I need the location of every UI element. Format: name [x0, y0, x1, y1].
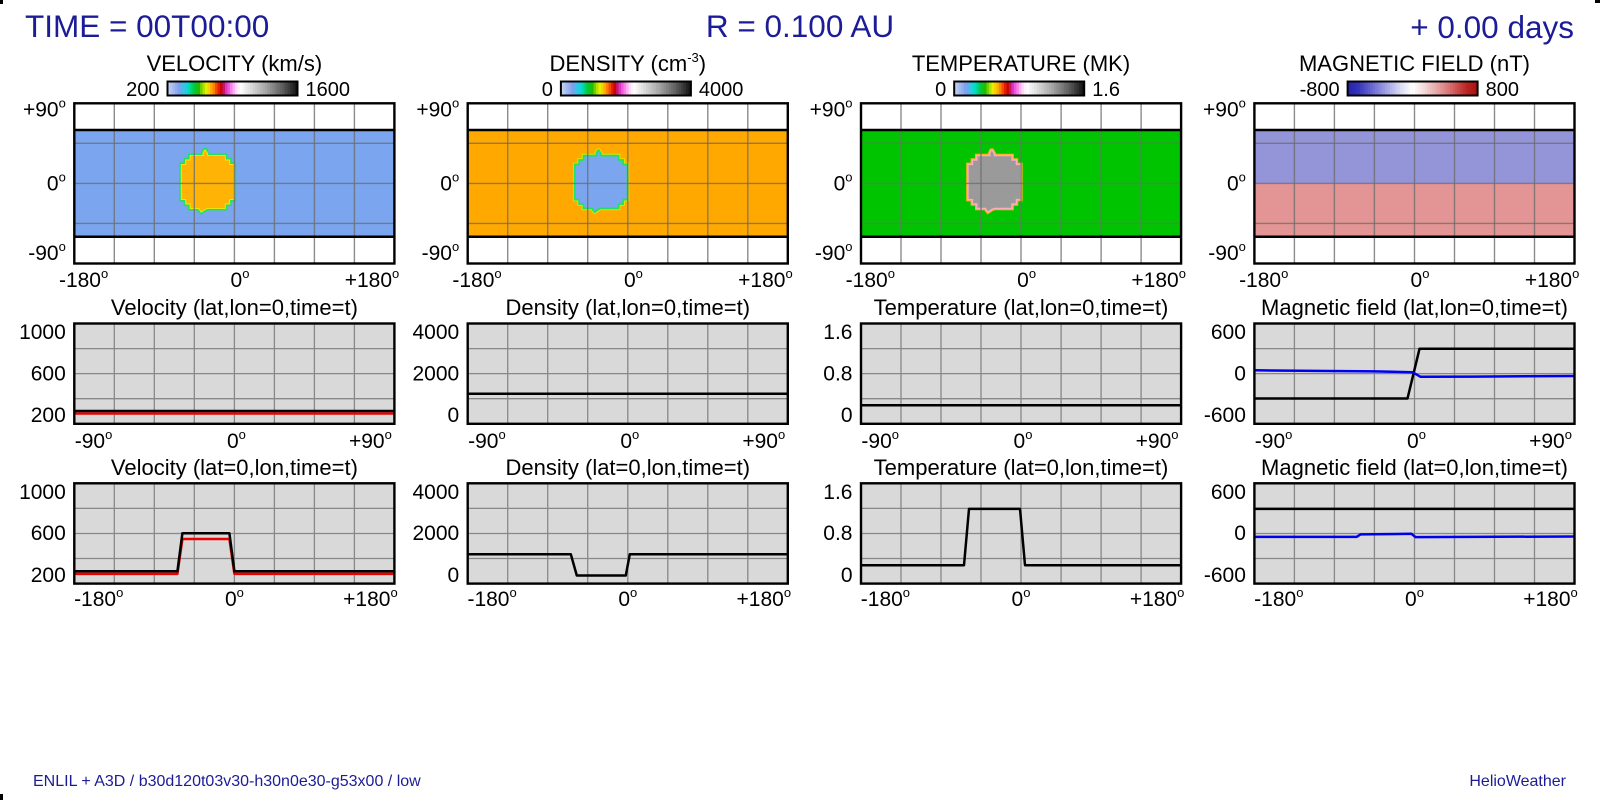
- svg-text:+180o: +180o: [1131, 266, 1186, 292]
- svg-text:+180o: +180o: [1525, 266, 1580, 292]
- svg-text:TEMPERATURE (MK): TEMPERATURE (MK): [912, 51, 1130, 76]
- svg-text:-600: -600: [1204, 564, 1246, 587]
- svg-text:0: 0: [935, 79, 946, 101]
- svg-text:4000: 4000: [412, 321, 459, 344]
- svg-text:0o: 0o: [1411, 266, 1430, 292]
- svg-text:4000: 4000: [412, 481, 459, 504]
- svg-text:-90o: -90o: [75, 427, 113, 453]
- svg-text:-800: -800: [1300, 79, 1340, 101]
- svg-text:4000: 4000: [699, 79, 744, 101]
- svg-text:0o: 0o: [624, 266, 643, 292]
- svg-text:0o: 0o: [1405, 585, 1424, 611]
- svg-text:800: 800: [1486, 79, 1519, 101]
- svg-text:0o: 0o: [47, 170, 66, 196]
- svg-text:0: 0: [1234, 362, 1246, 385]
- svg-text:ENLIL + A3D / b30d120t03v30-h3: ENLIL + A3D / b30d120t03v30-h30n0e30-g53…: [33, 773, 421, 790]
- svg-text:-90o: -90o: [861, 427, 899, 453]
- svg-text:+180o: +180o: [1130, 585, 1185, 611]
- svg-text:1000: 1000: [19, 321, 66, 344]
- svg-text:+180o: +180o: [737, 585, 792, 611]
- svg-text:+ 0.00 days: + 0.00 days: [1410, 9, 1574, 45]
- svg-text:Density (lat=0,lon,time=t): Density (lat=0,lon,time=t): [506, 455, 751, 480]
- svg-text:+90o: +90o: [1529, 427, 1572, 453]
- svg-text:600: 600: [1211, 481, 1246, 504]
- svg-text:0o: 0o: [1014, 427, 1033, 453]
- svg-text:+90o: +90o: [1203, 96, 1246, 122]
- svg-text:+90o: +90o: [742, 427, 785, 453]
- svg-text:1600: 1600: [306, 79, 351, 101]
- svg-text:1.6: 1.6: [1092, 79, 1120, 101]
- svg-text:0: 0: [841, 564, 853, 587]
- svg-text:Density (lat,lon=0,time=t): Density (lat,lon=0,time=t): [506, 295, 751, 320]
- svg-text:-90o: -90o: [422, 239, 460, 265]
- svg-text:0o: 0o: [618, 585, 637, 611]
- svg-text:Temperature (lat,lon=0,time=t): Temperature (lat,lon=0,time=t): [874, 295, 1169, 320]
- svg-text:+90o: +90o: [1136, 427, 1179, 453]
- svg-text:600: 600: [31, 362, 66, 385]
- svg-text:Velocity (lat,lon=0,time=t): Velocity (lat,lon=0,time=t): [111, 295, 358, 320]
- svg-text:+90o: +90o: [416, 96, 459, 122]
- svg-text:-180o: -180o: [1254, 585, 1303, 611]
- svg-text:-90o: -90o: [28, 239, 66, 265]
- svg-text:2000: 2000: [412, 522, 459, 545]
- svg-text:0: 0: [841, 404, 853, 427]
- svg-text:Magnetic field (lat,lon=0,time: Magnetic field (lat,lon=0,time=t): [1261, 295, 1568, 320]
- svg-text:+180o: +180o: [345, 266, 400, 292]
- svg-text:-180o: -180o: [59, 266, 108, 292]
- svg-text:R = 0.100 AU: R = 0.100 AU: [706, 8, 894, 44]
- svg-text:0o: 0o: [834, 170, 853, 196]
- svg-text:2000: 2000: [412, 362, 459, 385]
- svg-text:1000: 1000: [19, 481, 66, 504]
- svg-text:200: 200: [126, 79, 159, 101]
- svg-text:MAGNETIC FIELD (nT): MAGNETIC FIELD (nT): [1299, 51, 1530, 76]
- svg-text:+90o: +90o: [810, 96, 853, 122]
- svg-text:-180o: -180o: [467, 585, 516, 611]
- svg-text:DENSITY (cm-3): DENSITY (cm-3): [549, 50, 706, 76]
- svg-text:0.8: 0.8: [823, 522, 852, 545]
- svg-text:200: 200: [31, 404, 66, 427]
- svg-text:+180o: +180o: [343, 585, 398, 611]
- svg-text:1.6: 1.6: [823, 321, 852, 344]
- svg-text:0o: 0o: [1227, 170, 1246, 196]
- svg-text:-600: -600: [1204, 404, 1246, 427]
- svg-text:Temperature (lat=0,lon,time=t): Temperature (lat=0,lon,time=t): [874, 455, 1169, 480]
- svg-text:0o: 0o: [225, 585, 244, 611]
- svg-text:+90o: +90o: [23, 96, 66, 122]
- svg-text:-180o: -180o: [452, 266, 501, 292]
- svg-text:TIME = 00T00:00: TIME = 00T00:00: [25, 8, 269, 44]
- svg-text:Velocity (lat=0,lon,time=t): Velocity (lat=0,lon,time=t): [111, 455, 358, 480]
- svg-text:0o: 0o: [440, 170, 459, 196]
- svg-text:600: 600: [31, 522, 66, 545]
- svg-text:HelioWeather: HelioWeather: [1469, 773, 1566, 790]
- svg-text:200: 200: [31, 564, 66, 587]
- svg-text:0: 0: [1234, 522, 1246, 545]
- svg-text:600: 600: [1211, 321, 1246, 344]
- svg-text:0.8: 0.8: [823, 362, 852, 385]
- svg-text:+180o: +180o: [738, 266, 793, 292]
- svg-text:0o: 0o: [227, 427, 246, 453]
- svg-text:-180o: -180o: [1239, 266, 1288, 292]
- svg-text:0: 0: [448, 404, 460, 427]
- svg-text:-180o: -180o: [846, 266, 895, 292]
- svg-text:-180o: -180o: [74, 585, 123, 611]
- svg-text:-90o: -90o: [1255, 427, 1293, 453]
- svg-text:-90o: -90o: [1208, 239, 1246, 265]
- svg-text:VELOCITY (km/s): VELOCITY (km/s): [147, 51, 323, 76]
- svg-text:1.6: 1.6: [823, 481, 852, 504]
- svg-text:-90o: -90o: [468, 427, 506, 453]
- svg-text:0o: 0o: [1012, 585, 1031, 611]
- svg-text:0: 0: [448, 564, 460, 587]
- svg-text:-180o: -180o: [861, 585, 910, 611]
- svg-text:0o: 0o: [1407, 427, 1426, 453]
- svg-text:0o: 0o: [620, 427, 639, 453]
- svg-text:0: 0: [542, 79, 553, 101]
- svg-text:0o: 0o: [231, 266, 250, 292]
- svg-text:Magnetic field (lat=0,lon,time: Magnetic field (lat=0,lon,time=t): [1261, 455, 1568, 480]
- svg-text:-90o: -90o: [815, 239, 853, 265]
- svg-text:+180o: +180o: [1523, 585, 1578, 611]
- svg-text:0o: 0o: [1017, 266, 1036, 292]
- svg-text:+90o: +90o: [349, 427, 392, 453]
